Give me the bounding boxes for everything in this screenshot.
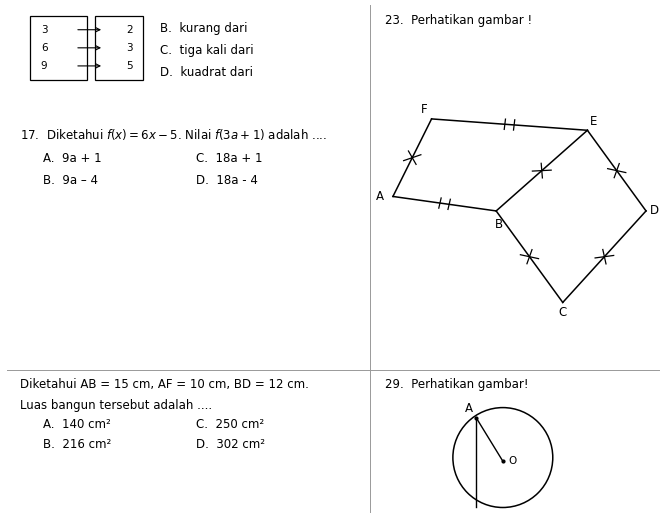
Text: B.  9a – 4: B. 9a – 4 [43,174,99,187]
Text: A: A [465,402,473,415]
Text: A: A [376,190,384,203]
Text: 6: 6 [41,43,47,53]
Text: 2: 2 [126,25,133,35]
Text: A.  9a + 1: A. 9a + 1 [43,152,102,165]
Text: Diketahui AB = 15 cm, AF = 10 cm, BD = 12 cm.: Diketahui AB = 15 cm, AF = 10 cm, BD = 1… [20,378,309,391]
Text: 23.  Perhatikan gambar !: 23. Perhatikan gambar ! [385,14,532,27]
Text: B.  kurang dari: B. kurang dari [160,22,247,35]
Text: 9: 9 [41,61,47,71]
Text: O: O [508,456,516,466]
Bar [30,16,87,80]
Text: D.  18a - 4: D. 18a - 4 [196,174,258,187]
Text: 3: 3 [126,43,133,53]
Text: 5: 5 [126,61,133,71]
Text: 29.  Perhatikan gambar!: 29. Perhatikan gambar! [385,378,528,391]
Text: C.  18a + 1: C. 18a + 1 [196,152,263,165]
Text: E: E [590,115,597,128]
Text: F: F [421,103,428,116]
Text: 17.  Diketahui $f(x) = 6x - 5$. Nilai $f(3a+1)$ adalah ....: 17. Diketahui $f(x) = 6x - 5$. Nilai $f(… [20,127,327,142]
Text: D: D [650,204,659,218]
Text: B: B [495,218,503,231]
Text: B.  216 cm²: B. 216 cm² [43,438,111,451]
Bar [95,16,143,80]
Text: Luas bangun tersebut adalah ....: Luas bangun tersebut adalah .... [20,399,212,412]
Text: 3: 3 [41,25,47,35]
Text: A.  140 cm²: A. 140 cm² [43,418,111,431]
Text: D.  302 cm²: D. 302 cm² [196,438,266,451]
Text: C.  250 cm²: C. 250 cm² [196,418,264,431]
Text: C.  tiga kali dari: C. tiga kali dari [160,44,254,57]
Text: D.  kuadrat dari: D. kuadrat dari [160,66,253,79]
Text: C: C [559,306,567,319]
